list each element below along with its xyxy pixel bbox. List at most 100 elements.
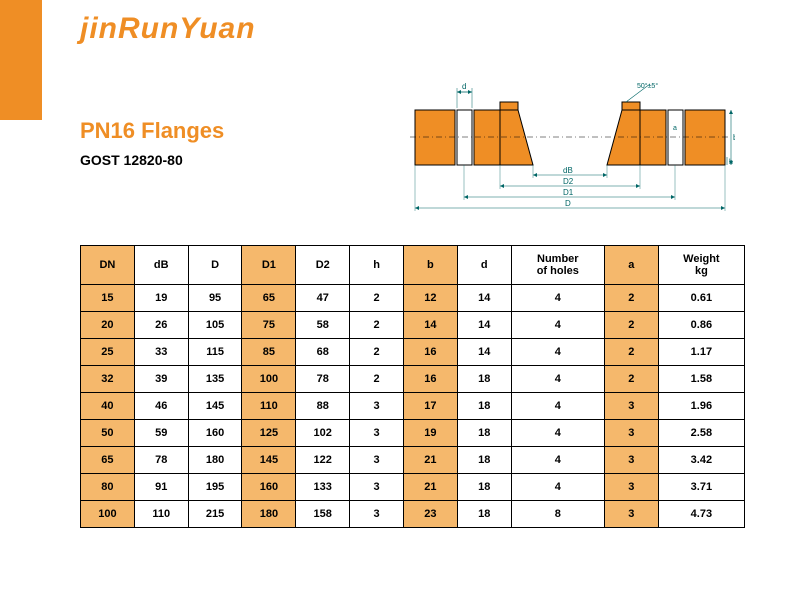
table-cell: 65 xyxy=(242,285,296,312)
table-cell: 110 xyxy=(242,393,296,420)
table-cell: 160 xyxy=(188,420,242,447)
table-cell: 18 xyxy=(457,501,511,528)
table-cell: 21 xyxy=(403,474,457,501)
col-header: a xyxy=(604,246,658,285)
table-cell: 3 xyxy=(604,474,658,501)
table-row: 505916012510231918432.58 xyxy=(81,420,745,447)
table-cell: 0.86 xyxy=(658,312,744,339)
table-cell: 16 xyxy=(403,339,457,366)
col-header: Weight kg xyxy=(658,246,744,285)
page-subtitle: GOST 12820-80 xyxy=(80,152,224,168)
table-cell: 18 xyxy=(457,366,511,393)
svg-text:D2: D2 xyxy=(563,177,574,186)
table-cell: 50 xyxy=(81,420,135,447)
svg-text:b: b xyxy=(733,133,735,142)
col-header: b xyxy=(403,246,457,285)
title-block: PN16 Flanges GOST 12820-80 xyxy=(80,118,224,168)
table-cell: 20 xyxy=(81,312,135,339)
table-cell: 102 xyxy=(296,420,350,447)
table-cell: 215 xyxy=(188,501,242,528)
table-cell: 3.71 xyxy=(658,474,744,501)
table-cell: 3 xyxy=(350,474,404,501)
table-cell: 2.58 xyxy=(658,420,744,447)
table-cell: 23 xyxy=(403,501,457,528)
table-cell: 80 xyxy=(81,474,135,501)
table-cell: 4.73 xyxy=(658,501,744,528)
table-cell: 4 xyxy=(511,474,604,501)
col-header: D1 xyxy=(242,246,296,285)
table-cell: 195 xyxy=(188,474,242,501)
table-cell: 3 xyxy=(604,420,658,447)
table-cell: 105 xyxy=(188,312,242,339)
table-cell: 125 xyxy=(242,420,296,447)
table-cell: 145 xyxy=(188,393,242,420)
table-cell: 2 xyxy=(604,339,658,366)
col-header: dB xyxy=(134,246,188,285)
svg-text:D1: D1 xyxy=(563,188,574,197)
table-cell: 3 xyxy=(350,420,404,447)
table-cell: 14 xyxy=(457,312,511,339)
table-row: 809119516013332118433.71 xyxy=(81,474,745,501)
table-cell: 78 xyxy=(296,366,350,393)
table-cell: 88 xyxy=(296,393,350,420)
table-cell: 40 xyxy=(81,393,135,420)
accent-block xyxy=(0,0,42,120)
table-cell: 14 xyxy=(403,312,457,339)
table-cell: 33 xyxy=(134,339,188,366)
table-row: 2026105755821414420.86 xyxy=(81,312,745,339)
table-cell: 18 xyxy=(457,393,511,420)
table-cell: 158 xyxy=(296,501,350,528)
table-cell: 100 xyxy=(81,501,135,528)
table-cell: 26 xyxy=(134,312,188,339)
table-cell: 59 xyxy=(134,420,188,447)
svg-text:d: d xyxy=(462,82,466,91)
table-cell: 14 xyxy=(457,285,511,312)
table-cell: 110 xyxy=(134,501,188,528)
svg-text:a: a xyxy=(673,125,677,132)
table-cell: 2 xyxy=(350,339,404,366)
table-cell: 18 xyxy=(457,474,511,501)
table-cell: 3 xyxy=(350,447,404,474)
table-cell: 4 xyxy=(511,285,604,312)
table-row: 151995654721214420.61 xyxy=(81,285,745,312)
table-cell: 3 xyxy=(604,447,658,474)
table-cell: 19 xyxy=(403,420,457,447)
page-title: PN16 Flanges xyxy=(80,118,224,144)
svg-text:dB: dB xyxy=(563,166,573,175)
svg-text:50°±5°: 50°±5° xyxy=(637,82,658,90)
spec-table-container: DNdBDD1D2hbdNumber of holesaWeight kg 15… xyxy=(80,245,745,528)
table-cell: 18 xyxy=(457,420,511,447)
table-cell: 100 xyxy=(242,366,296,393)
table-cell: 18 xyxy=(457,447,511,474)
table-cell: 3 xyxy=(604,393,658,420)
table-cell: 39 xyxy=(134,366,188,393)
table-cell: 16 xyxy=(403,366,457,393)
table-cell: 135 xyxy=(188,366,242,393)
table-cell: 17 xyxy=(403,393,457,420)
table-cell: 8 xyxy=(511,501,604,528)
table-cell: 4 xyxy=(511,366,604,393)
table-cell: 68 xyxy=(296,339,350,366)
table-cell: 78 xyxy=(134,447,188,474)
col-header: D2 xyxy=(296,246,350,285)
table-cell: 2 xyxy=(350,285,404,312)
table-cell: 3 xyxy=(350,501,404,528)
col-header: Number of holes xyxy=(511,246,604,285)
col-header: DN xyxy=(81,246,135,285)
table-cell: 75 xyxy=(242,312,296,339)
spec-table: DNdBDD1D2hbdNumber of holesaWeight kg 15… xyxy=(80,245,745,528)
table-cell: 4 xyxy=(511,339,604,366)
table-cell: 2 xyxy=(604,285,658,312)
flange-diagram: d 50°±5° a b h dB D2 D1 D xyxy=(405,80,735,220)
svg-text:D: D xyxy=(565,199,571,208)
table-cell: 65 xyxy=(81,447,135,474)
table-cell: 4 xyxy=(511,393,604,420)
table-cell: 91 xyxy=(134,474,188,501)
table-row: 32391351007821618421.58 xyxy=(81,366,745,393)
table-cell: 25 xyxy=(81,339,135,366)
table-cell: 95 xyxy=(188,285,242,312)
table-cell: 1.17 xyxy=(658,339,744,366)
col-header: h xyxy=(350,246,404,285)
table-header-row: DNdBDD1D2hbdNumber of holesaWeight kg xyxy=(81,246,745,285)
table-cell: 4 xyxy=(511,447,604,474)
